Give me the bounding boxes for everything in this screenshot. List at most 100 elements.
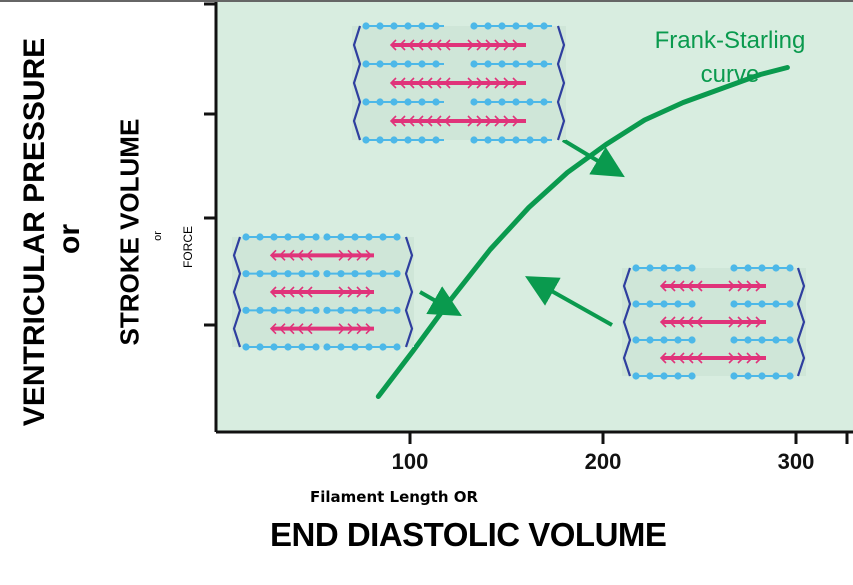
- y-axis-label-force: FORCE: [181, 226, 195, 268]
- inset-sarcomere-upper-myosin-head: [512, 39, 520, 51]
- inset-sarcomere-upper-actin-dot: [390, 136, 398, 144]
- inset-sarcomere-right-myosin-head: [728, 352, 736, 364]
- inset-sarcomere-upper-myosin-head: [503, 115, 511, 127]
- inset-sarcomere-right-actin-dot: [772, 336, 780, 344]
- inset-sarcomere-upper-actin-dot: [362, 136, 370, 144]
- inset-sarcomere-left-actin-dot: [365, 270, 373, 278]
- arrow-lower: [419, 286, 462, 316]
- inset-sarcomere-left: [232, 233, 414, 351]
- inset-sarcomere-upper-actin-dot: [418, 98, 426, 106]
- inset-sarcomere-right-myosin-head: [686, 280, 694, 292]
- inset-sarcomere-right-actin-dot: [744, 300, 752, 308]
- inset-sarcomere-left-actin-dot: [379, 270, 387, 278]
- inset-sarcomere-left-z-line-0: [232, 236, 242, 348]
- inset-sarcomere-upper-actin-dot: [418, 136, 426, 144]
- inset-sarcomere-upper-myosin-head: [416, 77, 424, 89]
- inset-sarcomere-left-myosin-head: [278, 249, 286, 261]
- inset-sarcomere-right-actin-dot: [674, 336, 682, 344]
- inset-sarcomere-upper-myosin-head: [476, 39, 484, 51]
- inset-sarcomere-right-actin-dot: [646, 264, 654, 272]
- inset-sarcomere-upper-myosin-head: [467, 39, 475, 51]
- inset-sarcomere-upper-actin-dot: [526, 60, 534, 68]
- inset-sarcomere-right-actin-dot: [632, 372, 640, 380]
- inset-sarcomere-right-actin-dot: [730, 372, 738, 380]
- inset-sarcomere-upper-actin-dot: [432, 136, 440, 144]
- inset-sarcomere-upper-myosin-head: [398, 77, 406, 89]
- inset-sarcomere-upper-actin-dot: [432, 60, 440, 68]
- inset-sarcomere-left-actin-dot: [242, 306, 250, 314]
- inset-sarcomere-upper-actin-dot: [390, 60, 398, 68]
- inset-sarcomere-upper-myosin-head: [485, 39, 493, 51]
- inset-sarcomere-left-actin-dot: [393, 306, 401, 314]
- inset-sarcomere-left-actin-dot: [256, 233, 264, 241]
- inset-sarcomere-upper-myosin-head: [389, 39, 397, 51]
- inset-sarcomere-right-myosin-head: [677, 316, 685, 328]
- inset-sarcomere-left-actin-dot: [379, 343, 387, 351]
- inset-sarcomere-left-myosin-head: [347, 323, 355, 335]
- inset-sarcomere-left-actin-dot: [242, 343, 250, 351]
- inset-sarcomere-left-actin-dot: [379, 233, 387, 241]
- inset-sarcomere-right-z-line-1: [796, 267, 806, 377]
- inset-sarcomere-upper-myosin-head: [434, 39, 442, 51]
- inset-sarcomere-upper-myosin-head: [503, 77, 511, 89]
- inset-sarcomere-right-actin-dot: [632, 336, 640, 344]
- inset-sarcomere-right-actin-dot: [674, 300, 682, 308]
- inset-sarcomere-upper-actin-dot: [540, 98, 548, 106]
- inset-sarcomere-right-myosin-head: [746, 280, 754, 292]
- y-axis-label-or-small: or: [152, 231, 164, 241]
- inset-sarcomere-upper-actin-dot: [540, 136, 548, 144]
- inset-sarcomere-right-myosin-head: [695, 352, 703, 364]
- y-axis-label-stroke-volume: STROKE VOLUME: [114, 118, 145, 346]
- inset-sarcomere-left-actin-dot: [351, 306, 359, 314]
- inset-sarcomere-upper-actin-dot: [418, 22, 426, 30]
- inset-sarcomere-upper-actin-dot: [418, 60, 426, 68]
- inset-sarcomere-left-actin-dot: [284, 343, 292, 351]
- inset-sarcomere-upper-myosin-head: [416, 39, 424, 51]
- inset-sarcomere-left-actin-dot: [284, 270, 292, 278]
- annotation-frank-starling-line1: Frank-Starling: [655, 27, 806, 54]
- inset-sarcomere-left-actin-dot: [351, 233, 359, 241]
- inset-sarcomere-right-actin-dot: [786, 336, 794, 344]
- inset-sarcomere-upper-actin-dot: [404, 136, 412, 144]
- inset-sarcomere-right-actin-dot: [758, 264, 766, 272]
- inset-sarcomere-left-myosin-head: [356, 249, 364, 261]
- inset-sarcomere-right-actin-dot: [744, 372, 752, 380]
- inset-sarcomere-right-myosin-head: [737, 352, 745, 364]
- inset-sarcomere-right-actin-dot: [660, 300, 668, 308]
- x-axis-label-end-diastolic-volume: END DIASTOLIC VOLUME: [270, 516, 667, 553]
- inset-sarcomere-right-actin-dot: [772, 300, 780, 308]
- inset-sarcomere-upper-myosin-head: [512, 115, 520, 127]
- inset-sarcomere-left-actin-dot: [323, 270, 331, 278]
- inset-sarcomere-upper-myosin-head: [434, 77, 442, 89]
- inset-sarcomere-upper-actin-dot: [484, 136, 492, 144]
- x-axis-label-filament-length: Filament Length OR: [310, 488, 479, 506]
- inset-sarcomere-upper-actin-dot: [526, 22, 534, 30]
- inset-sarcomere-upper-actin-dot: [470, 98, 478, 106]
- inset-sarcomere-right: [622, 264, 806, 380]
- inset-sarcomere-right-actin-dot: [730, 300, 738, 308]
- inset-sarcomere-left-actin-dot: [323, 233, 331, 241]
- annotation-frank-starling-line2: curve: [701, 61, 760, 88]
- inset-sarcomere-upper-myosin-head: [512, 77, 520, 89]
- inset-sarcomere-left-myosin-head: [296, 286, 304, 298]
- inset-sarcomere-left-actin-dot: [270, 270, 278, 278]
- inset-sarcomere-left-z-line-1: [404, 236, 414, 348]
- arrow-upper: [561, 138, 625, 178]
- inset-sarcomere-upper-myosin-head: [434, 115, 442, 127]
- inset-sarcomere-upper-myosin-head: [389, 77, 397, 89]
- inset-sarcomere-left-myosin-head: [278, 323, 286, 335]
- inset-sarcomere-upper-myosin-head: [494, 115, 502, 127]
- inset-sarcomere-upper-actin-dot: [498, 136, 506, 144]
- inset-sarcomere-left-myosin-head: [365, 249, 373, 261]
- inset-sarcomere-left-actin-dot: [393, 343, 401, 351]
- inset-sarcomere-upper-myosin-head: [416, 115, 424, 127]
- inset-sarcomere-right-myosin-head: [728, 316, 736, 328]
- inset-sarcomere-right-actin-dot: [758, 372, 766, 380]
- inset-sarcomere-left-myosin-head: [356, 286, 364, 298]
- inset-sarcomere-left-myosin-head: [338, 286, 346, 298]
- inset-sarcomere-upper-z-line-1: [556, 25, 566, 141]
- inset-sarcomere-upper-actin-dot: [484, 98, 492, 106]
- inset-sarcomere-upper-myosin-head: [467, 115, 475, 127]
